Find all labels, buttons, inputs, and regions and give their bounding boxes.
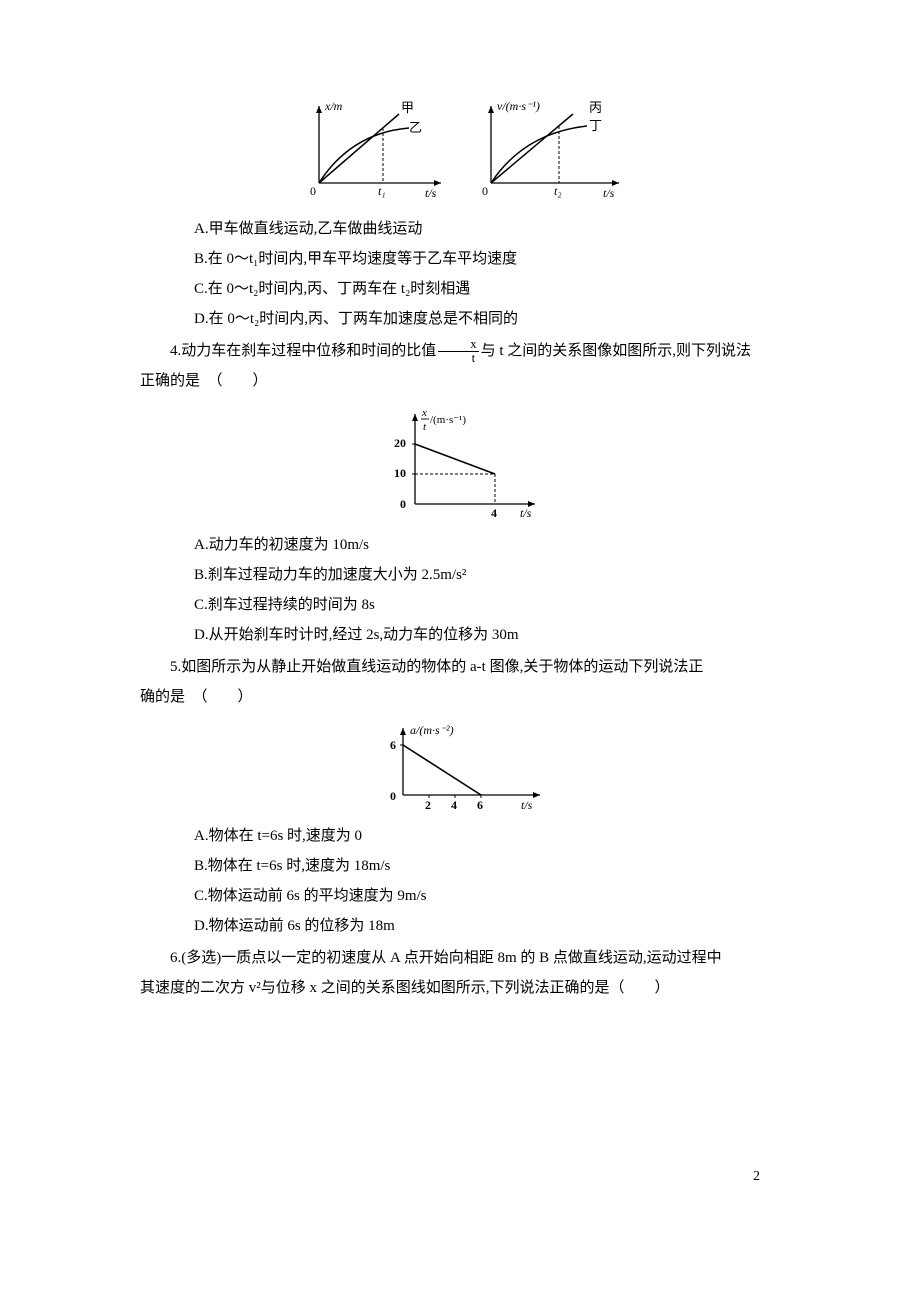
curve-label-bing: 丙 — [589, 100, 602, 115]
q4-option-a: A.动力车的初速度为 10m/s — [194, 530, 780, 560]
q6-text-b: 其速度的二次方 v²与位移 x 之间的关系图线如图所示,下列说法正确的是（ ） — [140, 973, 780, 1003]
q4-x4: 4 — [491, 506, 497, 520]
page-content: x/m t/s 0 甲 乙 t₁ — [0, 0, 920, 1231]
q5-option-d: D.物体运动前 6s 的位移为 18m — [194, 911, 780, 941]
q3-option-c: C.在 0～t₂时间内,丙、丁两车在 t₂时刻相遇 — [194, 274, 780, 304]
svg-text:0: 0 — [482, 184, 488, 198]
q5-x6: 6 — [477, 798, 483, 812]
q5-chart: a/(m·s⁻²) t/s 0 6 2 4 6 — [365, 720, 555, 815]
q3-option-a: A.甲车做直线运动,乙车做曲线运动 — [194, 214, 780, 244]
q5-y6: 6 — [390, 738, 396, 752]
q5-option-c: C.物体运动前 6s 的平均速度为 9m/s — [194, 881, 780, 911]
page-number: 2 — [140, 1163, 760, 1191]
q4-option-c: C.刹车过程持续的时间为 8s — [194, 590, 780, 620]
q4-text-part-a: 4.动力车在刹车过程中位移和时间的比值 — [170, 343, 436, 359]
q3-graph-right: v/(m·s⁻¹) t/s 0 丙 丁 t₂ — [469, 98, 629, 208]
q5-option-b: B.物体在 t=6s 时,速度为 18m/s — [194, 851, 780, 881]
q5-option-a: A.物体在 t=6s 时,速度为 0 — [194, 821, 780, 851]
q4-option-b: B.刹车过程动力车的加速度大小为 2.5m/s² — [194, 560, 780, 590]
q4-yunit: /(m·s⁻¹) — [430, 414, 466, 426]
curve-label-jia: 甲 — [401, 100, 414, 115]
tick-t1: t₁ — [378, 184, 386, 198]
xaxis-label: t/s — [603, 186, 615, 200]
q4-text: 4.动力车在刹车过程中位移和时间的比值xt与 t 之间的关系图像如图所示,则下列… — [140, 336, 780, 366]
q5-x2: 2 — [425, 798, 431, 812]
q4-figure: x t /(m·s⁻¹) 0 10 20 4 t/s — [140, 404, 780, 524]
q5-text-b: 确的是 （ ） — [140, 682, 780, 712]
svg-text:x: x — [421, 407, 427, 419]
q3-graph-left: x/m t/s 0 甲 乙 t₁ — [291, 98, 446, 208]
q5-ylabel: a/(m·s⁻²) — [410, 723, 454, 737]
q5-xlabel: t/s — [521, 798, 533, 812]
xaxis-label: t/s — [425, 186, 437, 200]
q4-y0: 0 — [400, 497, 406, 511]
tick-t2: t₂ — [554, 184, 562, 198]
q5-text-a: 5.如图所示为从静止开始做直线运动的物体的 a-t 图像,关于物体的运动下列说法… — [140, 652, 780, 682]
q4-y20: 20 — [394, 436, 406, 450]
q3-option-b: B.在 0～t₁时间内,甲车平均速度等于乙车平均速度 — [194, 244, 780, 274]
curve-label-ding: 丁 — [589, 118, 602, 133]
q4-xlabel: t/s — [520, 506, 532, 520]
q5-figure: a/(m·s⁻²) t/s 0 6 2 4 6 — [140, 720, 780, 815]
q4-y10: 10 — [394, 466, 406, 480]
svg-text:0: 0 — [310, 184, 316, 198]
q4-text-part-b: 与 t 之间的关系图像如图所示,则下列说法 — [481, 343, 751, 359]
q6-text-a: 6.(多选)一质点以一定的初速度从 A 点开始向相距 8m 的 B 点做直线运动… — [140, 943, 780, 973]
q5-x4: 4 — [451, 798, 457, 812]
q4-text-cont: 正确的是 （ ） — [140, 366, 780, 396]
yaxis-label: x/m — [324, 99, 343, 113]
q4-chart: x t /(m·s⁻¹) 0 10 20 4 t/s — [370, 404, 550, 524]
yaxis-label: v/(m·s⁻¹) — [497, 99, 540, 113]
curve-label-yi: 乙 — [409, 120, 422, 135]
q4-option-d: D.从开始刹车时计时,经过 2s,动力车的位移为 30m — [194, 620, 780, 650]
svg-text:t: t — [423, 421, 427, 433]
q3-figure-pair: x/m t/s 0 甲 乙 t₁ — [140, 98, 780, 208]
fraction-x-over-t: xt — [438, 338, 478, 365]
q3-option-d: D.在 0～t₂时间内,丙、丁两车加速度总是不相同的 — [194, 304, 780, 334]
q5-y0: 0 — [390, 789, 396, 803]
